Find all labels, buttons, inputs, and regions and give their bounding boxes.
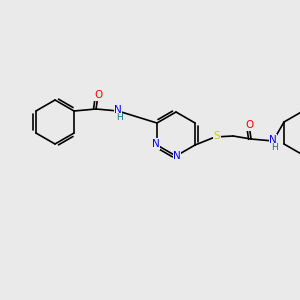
Text: S: S <box>214 131 220 141</box>
Text: O: O <box>94 90 102 100</box>
Text: N: N <box>152 139 160 149</box>
Text: H: H <box>116 113 122 122</box>
Text: N: N <box>269 135 277 145</box>
Text: H: H <box>271 143 278 152</box>
Text: N: N <box>114 105 122 115</box>
Text: O: O <box>245 120 253 130</box>
Text: N: N <box>173 151 181 161</box>
